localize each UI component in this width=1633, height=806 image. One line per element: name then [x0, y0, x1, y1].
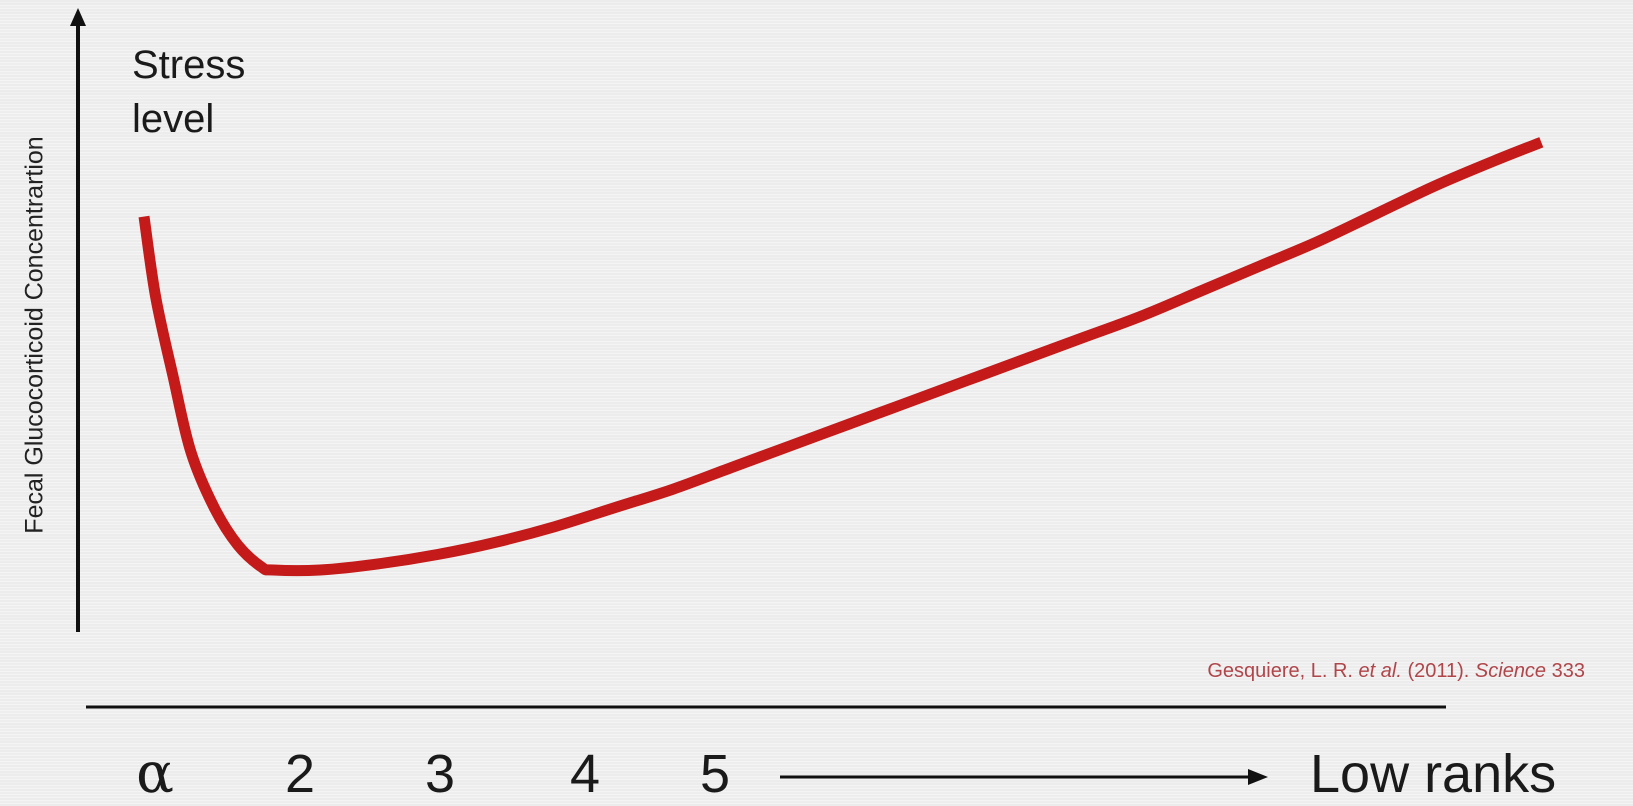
citation-year: (2011).	[1407, 660, 1470, 682]
citation-journal: Science	[1474, 660, 1547, 682]
stress-title-line-2: level	[132, 97, 215, 141]
x-tick-alpha: α	[136, 741, 174, 806]
x-tick-5: 5	[699, 744, 731, 804]
citation-etal: et al.	[1358, 660, 1402, 682]
stress-title-line-1: Stress	[132, 43, 246, 87]
citation: Gesquiere, L. R. et al. (2011). Science …	[1207, 660, 1585, 683]
x-tick-2: 2	[284, 744, 316, 804]
x-tick-3: 3	[424, 744, 456, 804]
y-axis-label: Fecal Glucocorticoid Concentrartion	[20, 136, 49, 534]
direction-arrowhead	[1248, 769, 1268, 785]
citation-volume: 333	[1551, 660, 1585, 682]
series-layer	[138, 137, 1544, 577]
y-axis-arrowhead	[70, 8, 86, 26]
x-tick-4: 4	[569, 744, 601, 804]
x-direction-label: Low ranks	[1310, 744, 1557, 804]
stress-curve-series-0	[138, 137, 1544, 577]
stress-level-title: Stress level	[132, 38, 245, 146]
citation-authors: Gesquiere, L. R.	[1207, 660, 1353, 682]
